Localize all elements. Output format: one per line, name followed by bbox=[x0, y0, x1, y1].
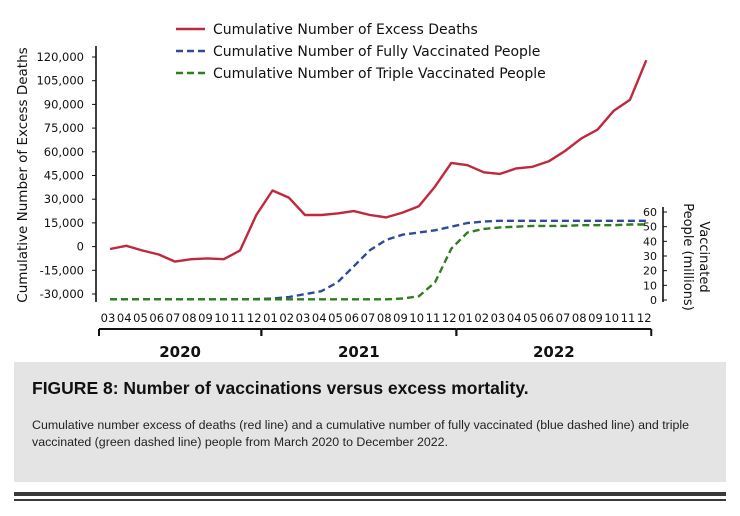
y2-axis-title-line1: Vaccinated bbox=[696, 221, 711, 292]
y-tick-label: 60,000 bbox=[44, 145, 84, 159]
x-tick-label: 07 bbox=[361, 311, 376, 325]
series-layer bbox=[109, 59, 648, 301]
x-axis-ticks: 03 04 05 06 07 08 09 10 11 12 01 02 03 04 05 06 07 08 09 10… bbox=[101, 311, 652, 325]
legend: Cumulative Number of Excess Deaths Cumul… bbox=[176, 22, 546, 82]
x-tick-label: 05 bbox=[328, 311, 343, 325]
y-tick-label: 30,000 bbox=[44, 192, 84, 206]
x-tick-label: 12 bbox=[247, 311, 262, 325]
x-tick-label: 06 bbox=[149, 311, 164, 325]
y-tick-label: -15,000 bbox=[40, 263, 84, 277]
x-tick-label: 04 bbox=[312, 311, 327, 325]
x-tick-label: 11 bbox=[426, 311, 441, 325]
year-label: 2022 bbox=[533, 343, 575, 360]
x-tick-label: 08 bbox=[572, 311, 587, 325]
x-tick-label: 03 bbox=[296, 311, 311, 325]
x-tick-label: 03 bbox=[101, 311, 116, 325]
year-label: 2021 bbox=[338, 343, 380, 360]
y-tick-label: 45,000 bbox=[44, 169, 84, 183]
legend-label-triple-vaccinated: Cumulative Number of Triple Vaccinated P… bbox=[213, 66, 546, 82]
y2-axis-title-line2: People (millions) bbox=[680, 203, 695, 311]
x-tick-label: 05 bbox=[133, 311, 148, 325]
legend-label-excess-deaths: Cumulative Number of Excess Deaths bbox=[213, 22, 478, 38]
y-tick-label: -30,000 bbox=[40, 287, 84, 301]
caption-box: FIGURE 8: Number of vaccinations versus … bbox=[14, 362, 726, 482]
x-tick-label: 03 bbox=[491, 311, 506, 325]
y-tick-label: 15,000 bbox=[44, 216, 84, 230]
series-line-excess-deaths bbox=[109, 59, 648, 263]
x-tick-label: 07 bbox=[166, 311, 181, 325]
figure-caption: Cumulative number excess of deaths (red … bbox=[32, 418, 690, 449]
x-tick-label: 09 bbox=[198, 311, 213, 325]
x-tick-label: 10 bbox=[604, 311, 619, 325]
legend-label-fully-vaccinated: Cumulative Number of Fully Vaccinated Pe… bbox=[213, 44, 540, 60]
y-axis-title: Cumulative Number of Excess Deaths bbox=[15, 47, 31, 302]
y-tick-label: 75,000 bbox=[44, 121, 84, 135]
x-tick-label: 10 bbox=[214, 311, 229, 325]
x-tick-label: 10 bbox=[409, 311, 424, 325]
x-tick-label: 04 bbox=[507, 311, 522, 325]
x-tick-label: 09 bbox=[393, 311, 408, 325]
chart: Cumulative Number of Excess Deaths Cumul… bbox=[15, 22, 711, 360]
y-tick-label: 105,000 bbox=[36, 74, 84, 88]
figure-title: FIGURE 8: Number of vaccinations versus … bbox=[32, 378, 529, 398]
bottom-rule-thick bbox=[14, 492, 726, 496]
bottom-rule-thin bbox=[14, 499, 726, 501]
y2-tick-label: 50 bbox=[643, 221, 657, 234]
y-tick-label: 90,000 bbox=[44, 97, 84, 111]
x-tick-label: 06 bbox=[539, 311, 554, 325]
y2-tick-label: 10 bbox=[643, 279, 657, 292]
x-tick-label: 02 bbox=[279, 311, 294, 325]
y2-tick-label: 40 bbox=[643, 235, 657, 248]
x-tick-label: 02 bbox=[474, 311, 489, 325]
x-tick-label: 12 bbox=[442, 311, 457, 325]
x-tick-label: 01 bbox=[458, 311, 473, 325]
y2-tick-label: 60 bbox=[643, 206, 657, 219]
y2-tick-label: 0 bbox=[650, 294, 657, 307]
x-tick-label: 04 bbox=[117, 311, 132, 325]
y-axis-ticks: 120,000 105,000 90,000 75,000 60,000 45,000 30… bbox=[36, 50, 96, 301]
series-line-triple-vaccinated bbox=[110, 223, 647, 301]
x-tick-label: 08 bbox=[377, 311, 392, 325]
y-tick-label: 120,000 bbox=[36, 50, 84, 64]
year-brackets: 2020 2021 2022 bbox=[98, 328, 653, 360]
x-tick-label: 08 bbox=[182, 311, 197, 325]
year-label: 2020 bbox=[159, 343, 201, 360]
x-tick-label: 01 bbox=[263, 311, 278, 325]
x-tick-label: 12 bbox=[637, 311, 652, 325]
x-tick-label: 11 bbox=[621, 311, 636, 325]
y-tick-label: 0 bbox=[77, 240, 84, 254]
y2-tick-label: 20 bbox=[643, 265, 657, 278]
x-tick-label: 11 bbox=[231, 311, 246, 325]
y2-tick-label: 30 bbox=[643, 250, 657, 263]
x-tick-label: 09 bbox=[588, 311, 603, 325]
x-tick-label: 07 bbox=[556, 311, 571, 325]
x-tick-label: 05 bbox=[523, 311, 538, 325]
x-tick-label: 06 bbox=[344, 311, 359, 325]
